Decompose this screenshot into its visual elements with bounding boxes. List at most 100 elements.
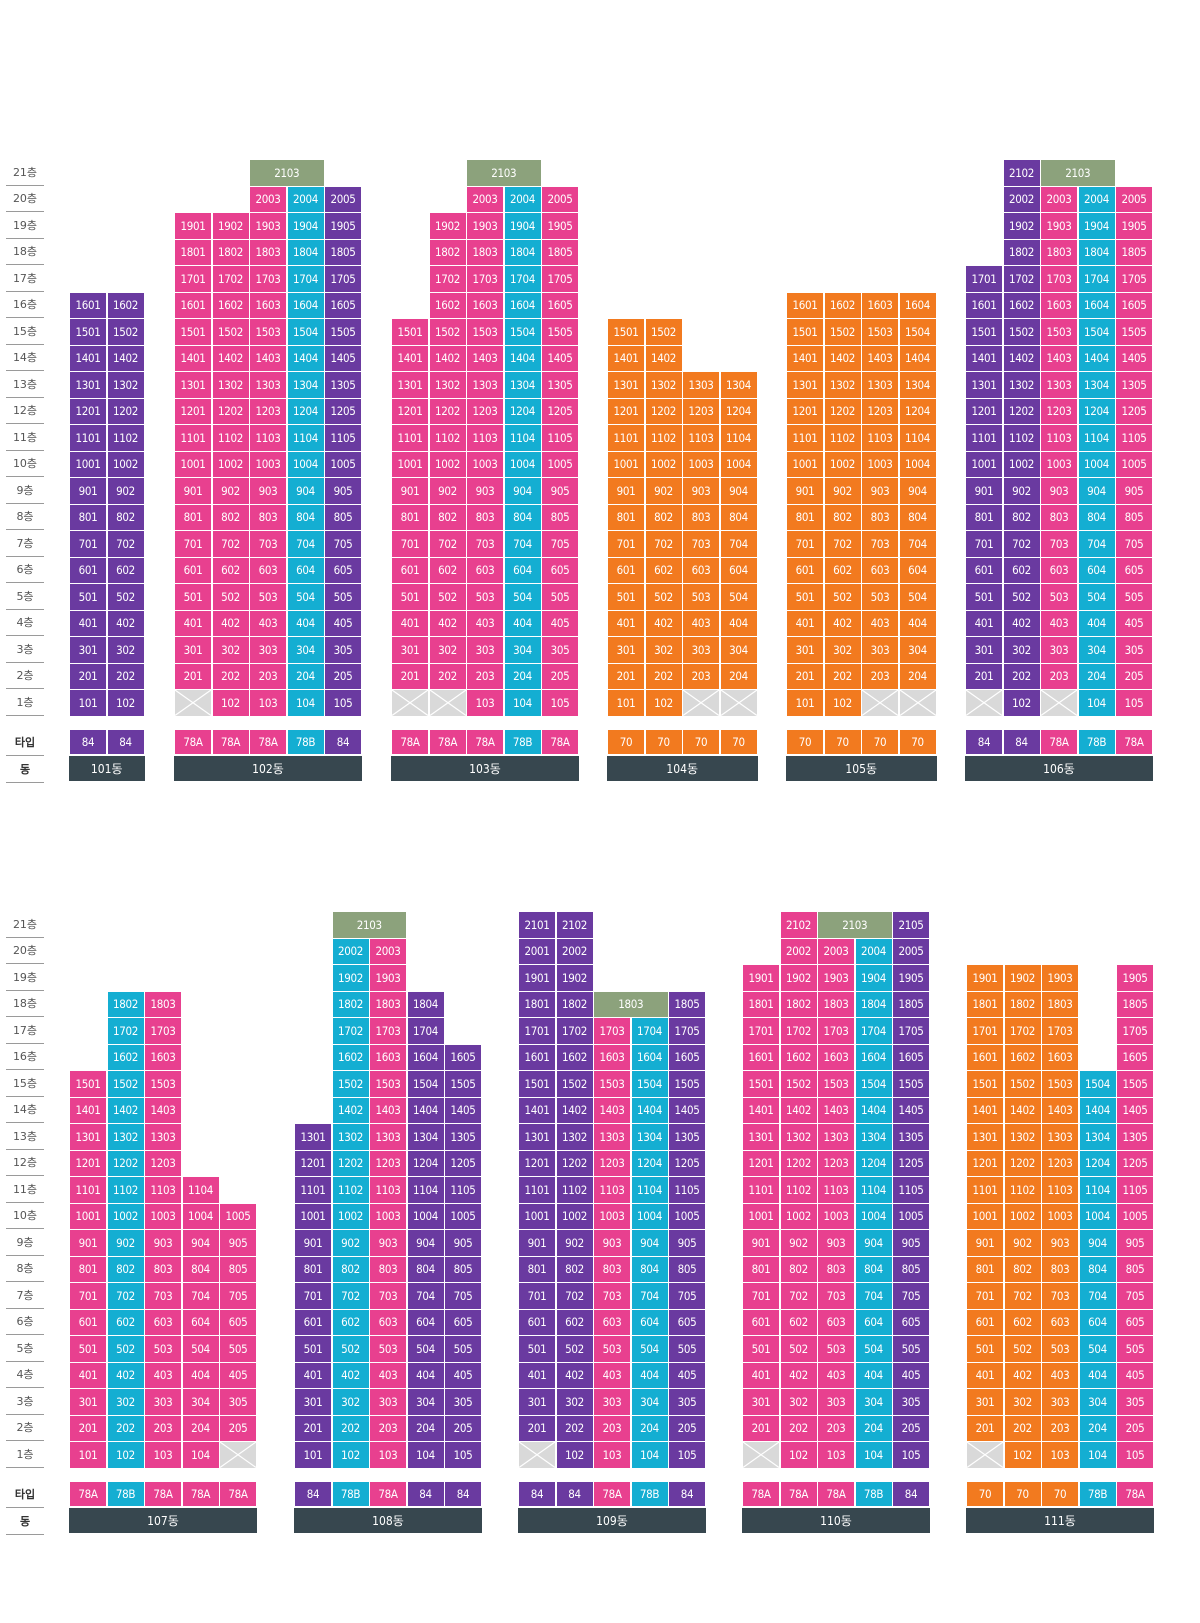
unit-cell[interactable]: 1701 xyxy=(966,1017,1004,1045)
unit-cell[interactable]: 501 xyxy=(174,583,212,611)
unit-cell[interactable]: 1004 xyxy=(898,450,937,478)
unit-cell[interactable]: 102 xyxy=(823,689,862,717)
unit-cell[interactable]: 203 xyxy=(682,662,720,690)
unit-cell[interactable]: 1502 xyxy=(1002,318,1041,346)
unit-cell[interactable]: 604 xyxy=(1078,1308,1117,1336)
unit-cell[interactable]: 1905 xyxy=(892,964,930,992)
unit-cell[interactable]: 803 xyxy=(144,1255,182,1283)
unit-cell[interactable]: 1303 xyxy=(817,1123,855,1151)
unit-cell[interactable]: 701 xyxy=(391,530,429,558)
unit-cell[interactable]: 1301 xyxy=(294,1123,332,1151)
unit-cell[interactable]: 1705 xyxy=(324,265,362,293)
unit-cell[interactable]: 504 xyxy=(719,583,758,611)
unit-cell[interactable]: 502 xyxy=(1002,583,1041,611)
unit-cell[interactable]: 1301 xyxy=(786,371,824,399)
unit-cell[interactable]: 1402 xyxy=(1002,344,1041,372)
unit-cell[interactable]: 1905 xyxy=(1116,964,1154,992)
penthouse-unit-cell[interactable]: 2103 xyxy=(817,911,893,939)
unit-cell[interactable]: 803 xyxy=(593,1255,631,1283)
unit-cell[interactable]: 703 xyxy=(466,530,504,558)
unit-cell[interactable]: 801 xyxy=(607,503,645,531)
unit-cell[interactable]: 1102 xyxy=(1003,1176,1042,1204)
unit-cell[interactable]: 1002 xyxy=(106,1202,145,1230)
unit-cell[interactable]: 1003 xyxy=(1041,1202,1079,1230)
unit-cell[interactable]: 505 xyxy=(668,1335,706,1363)
unit-cell[interactable]: 202 xyxy=(106,662,145,690)
unit-cell[interactable]: 1002 xyxy=(106,450,145,478)
unit-cell[interactable]: 1505 xyxy=(1115,318,1153,346)
unit-cell[interactable]: 1602 xyxy=(823,291,862,319)
unit-cell[interactable]: 1902 xyxy=(555,964,594,992)
unit-cell[interactable]: 1803 xyxy=(369,990,407,1018)
unit-cell[interactable]: 1201 xyxy=(742,1149,780,1177)
unit-cell[interactable]: 1304 xyxy=(503,371,542,399)
unit-cell[interactable]: 305 xyxy=(668,1388,706,1416)
unit-cell[interactable]: 104 xyxy=(630,1441,669,1469)
unit-cell[interactable]: 1904 xyxy=(503,212,542,240)
unit-cell[interactable]: 1005 xyxy=(541,450,579,478)
unit-cell[interactable]: 1501 xyxy=(607,318,645,346)
unit-cell[interactable]: 502 xyxy=(331,1335,370,1363)
unit-cell[interactable]: 1301 xyxy=(174,371,212,399)
unit-cell[interactable]: 1703 xyxy=(1041,1017,1079,1045)
unit-cell[interactable]: 201 xyxy=(294,1414,332,1442)
unit-cell[interactable]: 1304 xyxy=(406,1123,445,1151)
unit-cell[interactable]: 1905 xyxy=(324,212,362,240)
unit-cell[interactable]: 504 xyxy=(630,1335,669,1363)
unit-cell[interactable]: 204 xyxy=(898,662,937,690)
unit-cell[interactable]: 104 xyxy=(854,1441,893,1469)
unit-cell[interactable]: 301 xyxy=(391,636,429,664)
unit-cell[interactable]: 1802 xyxy=(106,990,145,1018)
unit-cell[interactable]: 904 xyxy=(1077,477,1116,505)
unit-cell[interactable]: 704 xyxy=(719,530,758,558)
unit-cell[interactable]: 1303 xyxy=(144,1123,182,1151)
unit-cell[interactable]: 1502 xyxy=(1003,1070,1042,1098)
unit-cell[interactable]: 1703 xyxy=(369,1017,407,1045)
unit-cell[interactable]: 304 xyxy=(181,1388,220,1416)
unit-cell[interactable]: 1601 xyxy=(742,1043,780,1071)
unit-cell[interactable]: 301 xyxy=(965,636,1003,664)
unit-cell[interactable]: 1301 xyxy=(518,1123,556,1151)
unit-cell[interactable]: 503 xyxy=(466,583,504,611)
unit-cell[interactable]: 1305 xyxy=(1116,1123,1154,1151)
unit-cell[interactable]: 102 xyxy=(106,689,145,717)
unit-cell[interactable]: 901 xyxy=(607,477,645,505)
unit-cell[interactable]: 1005 xyxy=(892,1202,930,1230)
unit-cell[interactable]: 603 xyxy=(861,556,899,584)
unit-cell[interactable]: 604 xyxy=(854,1308,893,1336)
unit-cell[interactable]: 1905 xyxy=(541,212,579,240)
unit-cell[interactable]: 301 xyxy=(607,636,645,664)
unit-cell[interactable]: 202 xyxy=(106,1414,145,1442)
unit-cell[interactable]: 902 xyxy=(211,477,250,505)
unit-cell[interactable]: 804 xyxy=(1077,503,1116,531)
unit-cell[interactable]: 304 xyxy=(898,636,937,664)
unit-cell[interactable]: 1002 xyxy=(428,450,467,478)
unit-cell[interactable]: 101 xyxy=(294,1441,332,1469)
unit-cell[interactable]: 504 xyxy=(898,583,937,611)
unit-cell[interactable]: 404 xyxy=(406,1361,445,1389)
unit-cell[interactable]: 205 xyxy=(219,1414,257,1442)
unit-cell[interactable]: 403 xyxy=(466,609,504,637)
unit-cell[interactable]: 2001 xyxy=(518,937,556,965)
unit-cell[interactable]: 503 xyxy=(861,583,899,611)
unit-cell[interactable]: 905 xyxy=(1116,1229,1154,1257)
unit-cell[interactable]: 1805 xyxy=(1116,990,1154,1018)
unit-cell[interactable]: 901 xyxy=(391,477,429,505)
unit-cell[interactable]: 1105 xyxy=(324,424,362,452)
unit-cell[interactable]: 501 xyxy=(294,1335,332,1363)
unit-cell[interactable]: 1405 xyxy=(892,1096,930,1124)
unit-cell[interactable]: 102 xyxy=(1003,1441,1042,1469)
unit-cell[interactable]: 1302 xyxy=(106,1123,145,1151)
unit-cell[interactable]: 1501 xyxy=(391,318,429,346)
unit-cell[interactable]: 504 xyxy=(1077,583,1116,611)
unit-cell[interactable]: 1605 xyxy=(541,291,579,319)
unit-cell[interactable]: 1301 xyxy=(742,1123,780,1151)
unit-cell[interactable]: 602 xyxy=(106,1308,145,1336)
unit-cell[interactable]: 801 xyxy=(518,1255,556,1283)
unit-cell[interactable]: 1103 xyxy=(144,1176,182,1204)
unit-cell[interactable]: 1805 xyxy=(892,990,930,1018)
unit-cell[interactable]: 903 xyxy=(1041,1229,1079,1257)
unit-cell[interactable]: 1201 xyxy=(518,1149,556,1177)
unit-cell[interactable]: 1703 xyxy=(817,1017,855,1045)
unit-cell[interactable]: 1805 xyxy=(541,238,579,266)
